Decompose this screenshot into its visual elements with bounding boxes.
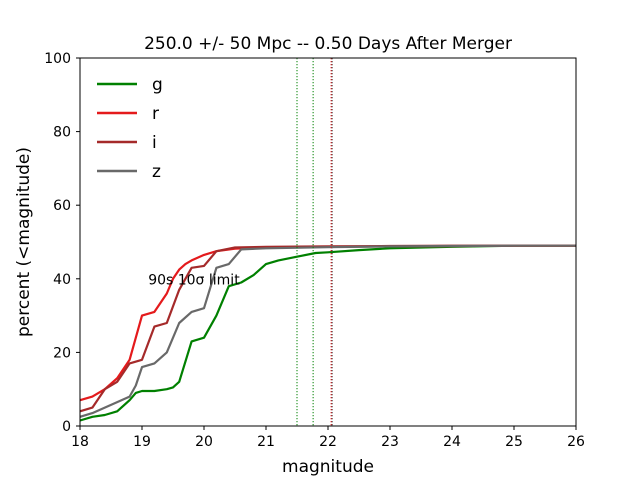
limit-lines <box>296 58 333 426</box>
y-axis-label: percent (<magnitude) <box>14 147 34 337</box>
legend-label-r: r <box>152 104 159 124</box>
chart-title: 250.0 +/- 50 Mpc -- 0.50 Days After Merg… <box>144 34 512 54</box>
x-tick-label: 26 <box>567 434 585 450</box>
y-tick-label: 20 <box>53 345 71 361</box>
x-tick-label: 22 <box>319 434 337 450</box>
x-tick-label: 24 <box>443 434 461 450</box>
x-axis-ticks: 18 19 20 21 22 23 24 25 26 <box>71 426 585 450</box>
x-tick-label: 21 <box>257 434 275 450</box>
y-tick-label: 0 <box>62 419 71 435</box>
x-tick-label: 25 <box>505 434 523 450</box>
x-tick-label: 19 <box>133 434 151 450</box>
y-tick-label: 60 <box>53 198 71 214</box>
x-tick-label: 23 <box>381 434 399 450</box>
x-axis-label: magnitude <box>282 457 374 477</box>
y-tick-label: 100 <box>44 51 71 67</box>
y-tick-label: 80 <box>53 125 71 141</box>
limit-annotation: 90s 10σ limit <box>148 272 240 288</box>
legend-label-g: g <box>152 75 163 95</box>
series-line-z <box>79 244 576 418</box>
legend-label-z: z <box>152 162 161 182</box>
series-line-g <box>79 244 576 422</box>
legend-label-i: i <box>152 133 157 153</box>
x-tick-label: 18 <box>71 434 89 450</box>
y-axis-ticks: 0 20 40 60 80 100 <box>44 51 80 435</box>
y-tick-label: 40 <box>53 272 71 288</box>
x-tick-label: 20 <box>195 434 213 450</box>
series-group <box>79 244 576 422</box>
